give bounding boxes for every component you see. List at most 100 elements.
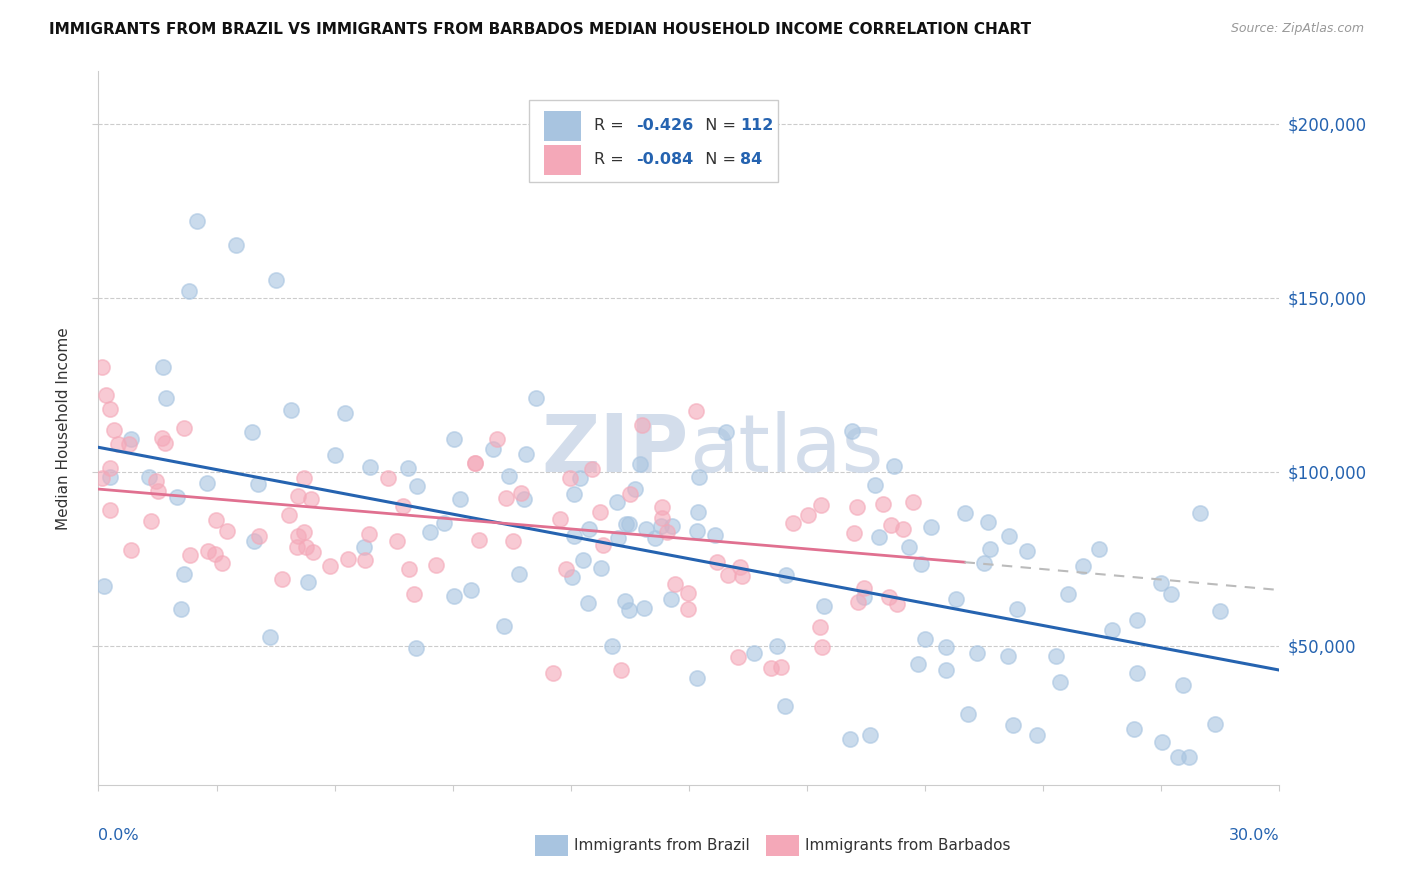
Point (419, 524, 441, 539)
Point (650, 518, 672, 533)
Point (716, 425, 738, 439)
Point (148, 483, 170, 498)
Point (717, 567, 740, 582)
Point (277, 508, 299, 522)
Point (155, 391, 177, 405)
Point (561, 570, 583, 584)
Point (173, 567, 195, 582)
Point (249, 529, 271, 543)
Text: IMMIGRANTS FROM BRAZIL VS IMMIGRANTS FROM BARBADOS MEDIAN HOUSEHOLD INCOME CORRE: IMMIGRANTS FROM BRAZIL VS IMMIGRANTS FRO… (49, 22, 1032, 37)
Point (96, 388, 118, 402)
Point (433, 516, 456, 530)
Point (997, 648, 1019, 663)
Point (406, 479, 429, 493)
Point (651, 500, 673, 515)
Point (138, 469, 160, 483)
Point (998, 529, 1021, 543)
Point (120, 433, 142, 447)
Point (868, 529, 890, 543)
Point (486, 433, 509, 447)
Point (1160, 586, 1182, 600)
Point (846, 500, 869, 515)
Point (914, 632, 936, 647)
Point (1002, 717, 1025, 731)
Point (502, 533, 524, 548)
Point (91, 471, 114, 485)
Point (613, 594, 636, 608)
Point (166, 490, 188, 504)
Point (564, 487, 586, 501)
Point (591, 561, 613, 575)
Point (859, 728, 882, 742)
Point (973, 557, 995, 571)
Point (217, 524, 239, 538)
Point (651, 511, 673, 525)
Point (468, 533, 491, 547)
Point (294, 541, 316, 555)
Point (633, 600, 655, 615)
Point (706, 556, 728, 570)
Point (839, 731, 862, 746)
Point (150, 431, 173, 445)
Point (628, 457, 651, 471)
Point (404, 587, 426, 601)
Point (1049, 675, 1071, 690)
Point (852, 591, 875, 605)
Point (966, 646, 988, 660)
Point (935, 663, 957, 677)
Point (1209, 604, 1232, 618)
Point (688, 470, 710, 484)
Point (727, 650, 749, 665)
Point (883, 459, 905, 474)
Text: Immigrants from Barbados: Immigrants from Barbados (804, 838, 1010, 853)
Point (508, 566, 530, 581)
Point (464, 456, 486, 470)
Point (880, 517, 903, 532)
Point (644, 531, 666, 545)
Point (616, 516, 638, 531)
Point (1056, 587, 1078, 601)
Text: -0.084: -0.084 (636, 153, 693, 168)
Point (659, 591, 682, 606)
Point (811, 640, 834, 654)
Point (173, 421, 195, 435)
Point (179, 285, 201, 299)
Point (152, 360, 174, 375)
Text: R =: R = (595, 118, 630, 133)
Point (91, 360, 114, 375)
Point (425, 558, 447, 573)
Point (107, 437, 129, 451)
Point (676, 586, 699, 600)
FancyBboxPatch shape (766, 835, 799, 856)
Point (560, 471, 582, 485)
Point (270, 572, 292, 586)
Point (810, 498, 832, 512)
Point (385, 534, 408, 549)
Point (1126, 613, 1149, 627)
Point (512, 491, 534, 506)
Point (685, 404, 707, 418)
Point (935, 640, 957, 654)
Point (581, 461, 603, 475)
Point (623, 482, 645, 496)
Point (405, 640, 427, 655)
Text: atlas: atlas (689, 410, 883, 489)
Point (524, 391, 547, 405)
Point (1101, 623, 1123, 637)
Point (100, 470, 122, 484)
Point (1122, 722, 1144, 736)
Point (319, 558, 342, 573)
Point (686, 524, 709, 538)
Point (631, 418, 654, 433)
Point (1173, 678, 1195, 692)
Point (742, 647, 765, 661)
FancyBboxPatch shape (536, 835, 568, 856)
Point (359, 526, 381, 541)
Point (634, 522, 657, 536)
Point (782, 516, 804, 530)
Point (661, 518, 683, 533)
Point (920, 519, 942, 533)
Point (956, 707, 979, 722)
Point (841, 425, 863, 439)
Point (225, 238, 247, 252)
